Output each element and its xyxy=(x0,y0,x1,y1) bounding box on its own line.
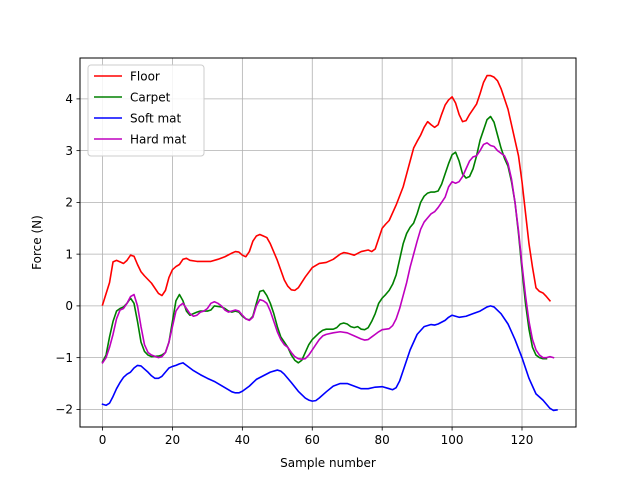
x-tick-label: 120 xyxy=(511,433,534,447)
series-line-floor xyxy=(101,74,552,306)
y-tick-label: 3 xyxy=(65,144,73,158)
y-tick-label: 2 xyxy=(65,196,73,210)
y-axis: −2 −1 0 1 2 3 4 xyxy=(55,92,80,417)
y-tick-label: 0 xyxy=(65,299,73,313)
legend-label-carpet: Carpet xyxy=(130,91,171,105)
y-tick-label: −1 xyxy=(55,351,73,365)
series-line-soft-mat xyxy=(101,305,558,412)
y-axis-label: Force (N) xyxy=(30,215,44,270)
x-axis: 0 20 40 60 80 100 120 xyxy=(99,427,534,447)
legend: Floor Carpet Soft mat Hard mat xyxy=(87,64,205,157)
plot-frame xyxy=(79,57,577,428)
legend-label-soft-mat: Soft mat xyxy=(130,112,182,126)
x-tick-label: 0 xyxy=(99,433,107,447)
y-tick-label: 1 xyxy=(65,247,73,261)
x-tick-label: 100 xyxy=(441,433,464,447)
y-tick-label: −2 xyxy=(55,403,73,417)
y-tick-label: 4 xyxy=(65,92,73,106)
x-axis-label: Sample number xyxy=(280,456,376,470)
x-tick-label: 80 xyxy=(375,433,390,447)
series-line-hard-mat xyxy=(101,142,555,364)
x-tick-label: 40 xyxy=(235,433,250,447)
series-lines xyxy=(101,74,558,412)
legend-label-floor: Floor xyxy=(130,70,160,84)
x-tick-label: 20 xyxy=(165,433,180,447)
legend-label-hard-mat: Hard mat xyxy=(130,133,187,147)
series-line-carpet xyxy=(101,115,548,364)
x-tick-label: 60 xyxy=(305,433,320,447)
legend-box xyxy=(87,64,205,157)
